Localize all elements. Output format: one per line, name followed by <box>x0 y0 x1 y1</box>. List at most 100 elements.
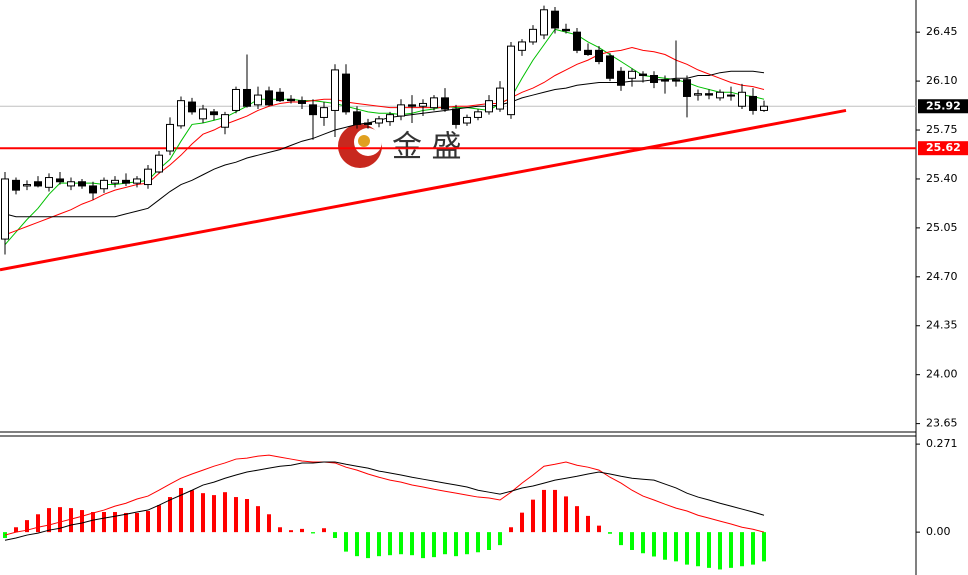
candle-body <box>221 114 229 128</box>
candle-body <box>331 69 339 111</box>
candle-body <box>364 122 372 125</box>
histogram-bar <box>14 527 18 533</box>
y-tick-label: 26.10 <box>926 74 958 87</box>
y-tick-label: 25.05 <box>926 221 958 234</box>
y-tick-label: 24.00 <box>926 368 958 381</box>
histogram-bar <box>58 507 62 533</box>
candle-body <box>749 95 757 111</box>
price-label: 25.92 <box>926 99 961 112</box>
histogram-bar <box>146 511 150 533</box>
histogram-bar <box>344 532 348 552</box>
histogram-bar <box>729 532 733 568</box>
candle-body <box>375 118 383 124</box>
histogram-bar <box>311 532 315 534</box>
candle-body <box>188 101 196 113</box>
candle-body <box>89 185 97 194</box>
histogram-bar <box>586 515 590 533</box>
histogram-bar <box>718 532 722 570</box>
histogram-bar <box>619 532 623 546</box>
candle-body <box>617 70 625 86</box>
indicator-line <box>4 454 765 536</box>
candle-body <box>199 108 207 120</box>
watermark: 金 盛 <box>392 130 462 165</box>
histogram-bar <box>443 532 447 555</box>
candle-body <box>661 79 669 82</box>
candle-body <box>562 28 570 32</box>
candle-body <box>166 123 174 152</box>
candle-body <box>485 100 493 113</box>
candle-body <box>144 168 152 186</box>
candle-body <box>573 31 581 51</box>
y-tick-label: 0.00 <box>926 525 951 538</box>
candle-body <box>650 74 658 83</box>
logo-dot <box>358 135 370 147</box>
candle-body <box>683 79 691 97</box>
histogram-bar <box>641 532 645 554</box>
candle-body <box>78 181 86 187</box>
histogram-bar <box>652 532 656 557</box>
candle-body <box>639 73 647 76</box>
histogram-bar <box>487 532 491 550</box>
candle-body <box>309 104 317 116</box>
histogram-bar <box>432 532 436 558</box>
candle-body <box>1 178 9 240</box>
y-tick-label: 25.40 <box>926 172 958 185</box>
histogram-bar <box>762 532 766 562</box>
histogram-bar <box>135 512 139 533</box>
candle-body <box>320 107 328 118</box>
candle-body <box>463 116 471 124</box>
histogram-bar <box>113 511 117 533</box>
candle-body <box>694 93 702 96</box>
histogram-bar <box>256 506 260 533</box>
candle-body <box>287 98 295 102</box>
histogram-bar <box>278 527 282 533</box>
histogram-bar <box>47 508 51 533</box>
histogram-bar <box>245 499 249 533</box>
histogram-bar <box>168 497 172 533</box>
y-tick-label: 26.45 <box>926 25 958 38</box>
candle-body <box>760 105 768 111</box>
candle-body <box>133 178 141 184</box>
indicator-line <box>4 28 765 245</box>
y-tick-label: 25.75 <box>926 123 958 136</box>
candle-body <box>45 177 53 188</box>
candle-body <box>419 102 427 107</box>
histogram-bar <box>234 497 238 533</box>
y-tick-label: 24.70 <box>926 270 958 283</box>
candle-body <box>254 94 262 106</box>
histogram-bar <box>289 530 293 533</box>
candle-body <box>397 104 405 117</box>
candle-body <box>210 111 218 116</box>
candle-body <box>540 9 548 36</box>
candle-body <box>353 111 361 125</box>
candle-body <box>672 79 680 82</box>
candle-body <box>507 45 515 116</box>
candle-body <box>727 94 735 97</box>
candle-body <box>705 93 713 96</box>
histogram-bar <box>421 532 425 559</box>
indicator-line <box>4 47 765 236</box>
candle-body <box>155 154 163 173</box>
histogram-bar <box>410 532 414 556</box>
candle-body <box>606 55 614 79</box>
candle-body <box>551 10 559 29</box>
histogram-bar <box>36 514 40 533</box>
candle-body <box>474 111 482 118</box>
candle-body <box>452 108 460 125</box>
candle-body <box>122 179 130 184</box>
histogram-bar <box>355 532 359 557</box>
candle-body <box>177 100 185 127</box>
histogram-bar <box>553 489 557 533</box>
histogram-bar <box>575 506 579 533</box>
indicator-line <box>4 70 765 218</box>
histogram-bar <box>399 532 403 555</box>
histogram-bar <box>542 489 546 533</box>
histogram-bar <box>630 532 634 550</box>
indicator-line <box>4 461 765 541</box>
candle-body <box>34 181 42 187</box>
histogram-bar <box>454 532 458 557</box>
histogram-bar <box>80 510 84 533</box>
